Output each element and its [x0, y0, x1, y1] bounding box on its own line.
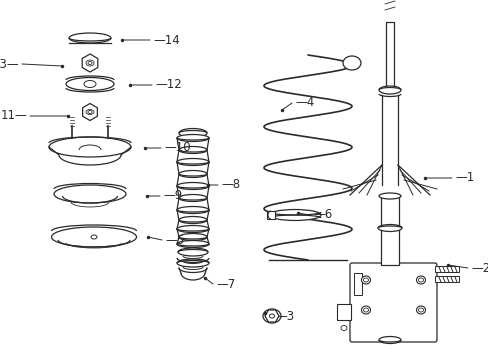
Ellipse shape	[416, 276, 425, 284]
Ellipse shape	[177, 259, 208, 267]
Ellipse shape	[177, 240, 208, 248]
Text: —3: —3	[274, 310, 293, 323]
Ellipse shape	[179, 194, 206, 202]
Text: —8: —8	[221, 179, 240, 192]
Ellipse shape	[418, 278, 423, 282]
Ellipse shape	[363, 278, 368, 282]
Ellipse shape	[378, 337, 400, 343]
Ellipse shape	[91, 235, 97, 239]
Ellipse shape	[54, 185, 126, 203]
Text: —14: —14	[153, 33, 180, 46]
Ellipse shape	[179, 147, 206, 153]
Ellipse shape	[51, 227, 136, 247]
Ellipse shape	[66, 77, 114, 90]
Bar	[336, 304, 350, 320]
Ellipse shape	[179, 171, 206, 177]
Ellipse shape	[84, 81, 96, 87]
Text: —12: —12	[155, 78, 182, 91]
Text: 11—: 11—	[0, 109, 27, 122]
Ellipse shape	[342, 56, 360, 70]
Ellipse shape	[69, 33, 111, 43]
Ellipse shape	[179, 216, 206, 224]
Ellipse shape	[363, 308, 368, 312]
Ellipse shape	[179, 129, 206, 138]
Ellipse shape	[177, 207, 208, 213]
Ellipse shape	[86, 109, 94, 114]
Text: —2: —2	[470, 261, 488, 274]
Text: —4: —4	[294, 96, 314, 109]
Ellipse shape	[86, 60, 94, 66]
Ellipse shape	[378, 86, 400, 94]
FancyBboxPatch shape	[349, 263, 436, 342]
Ellipse shape	[88, 62, 92, 64]
Ellipse shape	[418, 308, 423, 312]
Ellipse shape	[179, 234, 206, 240]
Bar	[380, 196, 398, 265]
Ellipse shape	[340, 325, 346, 330]
Ellipse shape	[268, 210, 320, 220]
Text: —5: —5	[164, 234, 184, 247]
Text: —9: —9	[163, 189, 182, 202]
Bar	[434, 276, 458, 282]
Ellipse shape	[361, 276, 370, 284]
Text: —7: —7	[216, 278, 235, 291]
Bar	[266, 211, 274, 219]
Ellipse shape	[177, 135, 208, 141]
Ellipse shape	[88, 111, 92, 113]
Text: —6: —6	[312, 208, 331, 221]
Ellipse shape	[361, 306, 370, 314]
Text: —1: —1	[454, 171, 473, 184]
Ellipse shape	[49, 137, 131, 157]
Bar	[434, 266, 458, 272]
Ellipse shape	[177, 225, 208, 233]
Ellipse shape	[177, 158, 208, 166]
Ellipse shape	[269, 314, 274, 318]
Bar	[385, 22, 393, 88]
Text: —10: —10	[163, 141, 190, 154]
Text: 13—: 13—	[0, 58, 19, 71]
Ellipse shape	[263, 309, 281, 323]
Ellipse shape	[177, 183, 208, 189]
Ellipse shape	[178, 248, 207, 256]
Ellipse shape	[377, 225, 401, 231]
Ellipse shape	[416, 306, 425, 314]
Ellipse shape	[378, 193, 400, 199]
Bar	[353, 273, 361, 295]
